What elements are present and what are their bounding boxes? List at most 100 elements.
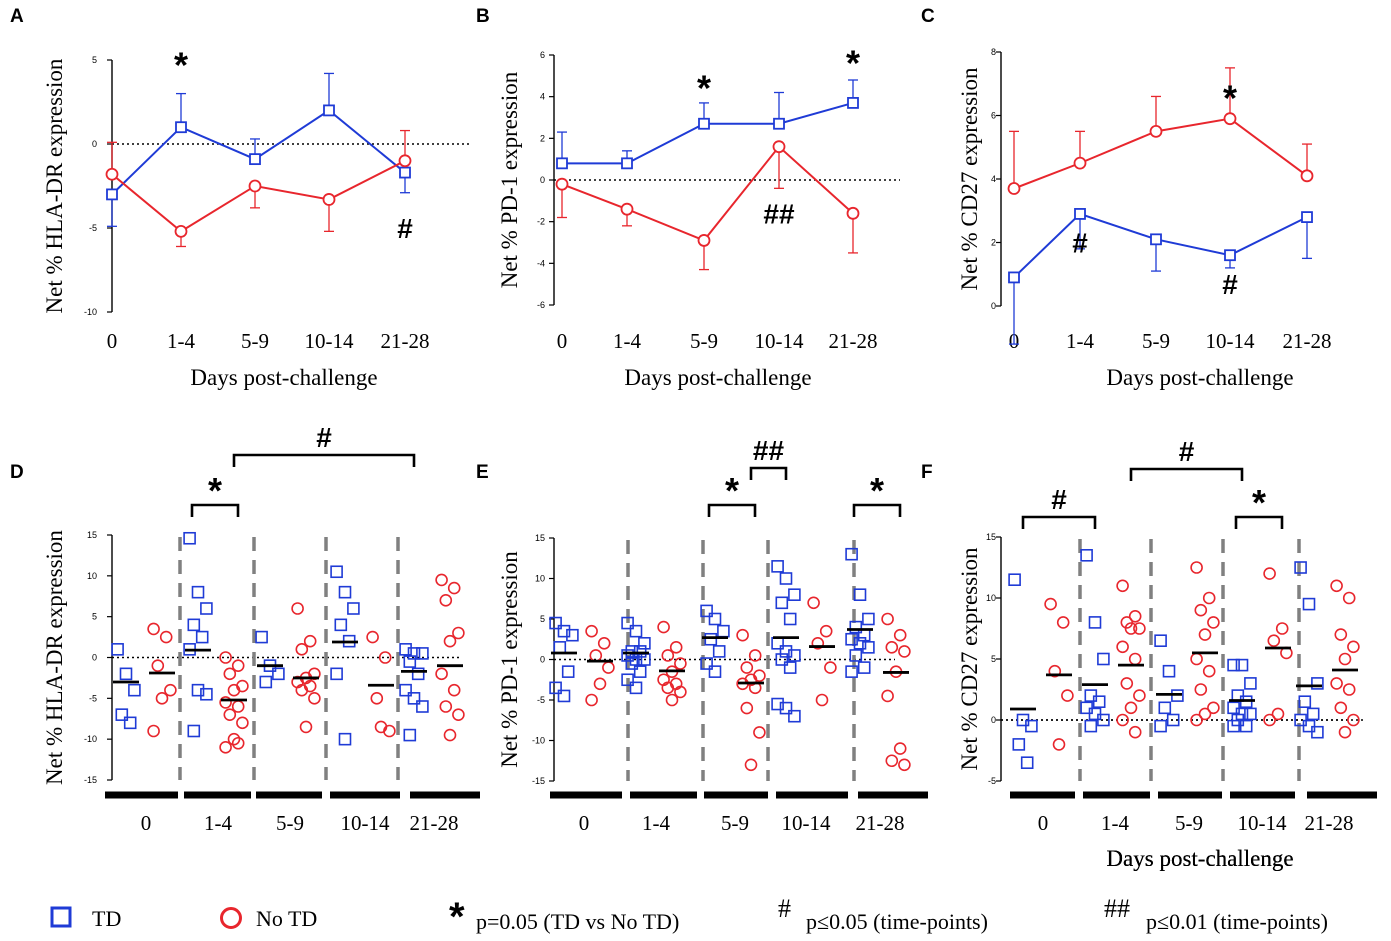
scatter-points — [111, 531, 465, 754]
x-tick-label: 1-4 — [613, 329, 641, 353]
notd-point — [291, 602, 304, 615]
significance-star: * — [174, 44, 188, 85]
x-axis-title: Days post-challenge — [1106, 846, 1293, 871]
y-tick-label: 2 — [540, 133, 545, 143]
td-point — [857, 661, 871, 674]
notd-point — [155, 692, 169, 705]
data-point — [248, 179, 262, 193]
td-point — [330, 565, 343, 579]
td-point — [771, 560, 784, 573]
notd-point — [824, 661, 837, 674]
data-point — [249, 153, 261, 166]
panel-d: D -15 -10 -5 0 5 10 15 Net % HLA-DR expression Da… — [10, 422, 1294, 871]
y-axis-title: Net % PD-1 expression — [497, 71, 522, 288]
td-point — [411, 667, 425, 681]
td-point — [566, 628, 579, 642]
notd-point — [1202, 591, 1216, 605]
y-tick-label: 0 — [991, 301, 996, 311]
notd-point — [1194, 683, 1208, 696]
td-point — [1154, 634, 1167, 648]
td-point — [338, 585, 352, 599]
td-point — [183, 531, 196, 545]
data-point — [555, 177, 569, 191]
x-tick-label: 21-28 — [1305, 811, 1354, 835]
y-tick-label: 15 — [535, 533, 545, 543]
data-point — [773, 117, 785, 130]
notd-point — [740, 701, 754, 715]
notd-point — [881, 612, 894, 626]
td-point — [272, 667, 285, 681]
notd-point — [299, 720, 313, 734]
notd-point — [602, 661, 615, 674]
td-point — [1025, 719, 1038, 733]
significance-hash: # — [1072, 228, 1088, 259]
y-tick-label: 6 — [991, 111, 996, 121]
notd-point — [236, 716, 249, 730]
td-point — [853, 588, 867, 602]
y-tick-label: -10 — [84, 307, 97, 317]
notd-point — [740, 661, 754, 674]
data-point — [846, 206, 860, 220]
panel-label: D — [10, 462, 24, 483]
x-tick-label: 10-14 — [305, 329, 354, 353]
td-point — [625, 645, 639, 658]
notd-point — [164, 683, 177, 697]
td-point — [700, 657, 713, 670]
notd-point — [657, 620, 670, 634]
y-tick-label: -5 — [988, 776, 996, 786]
notd-point — [1198, 707, 1212, 721]
td-point — [1244, 677, 1257, 690]
series-line — [562, 101, 854, 165]
td-point — [1227, 658, 1240, 672]
td-point — [191, 683, 205, 697]
y-tick-label: 8 — [991, 47, 996, 57]
td-point — [849, 620, 863, 634]
series-line — [1013, 212, 1308, 279]
bracket-line — [852, 503, 902, 517]
notd-point — [447, 683, 461, 697]
significance-bracket: * — [1234, 482, 1284, 529]
td-point — [853, 636, 867, 650]
notd-point — [366, 630, 379, 644]
y-tick-label: -5 — [537, 695, 545, 705]
notd-point — [811, 636, 825, 650]
data-point — [322, 193, 336, 206]
notd-point — [1128, 652, 1142, 666]
bracket-line — [232, 453, 416, 467]
notd-point — [593, 677, 607, 691]
legend-td-marker — [50, 906, 72, 928]
td-point — [629, 681, 643, 695]
td-point — [1084, 719, 1098, 733]
td-point — [128, 683, 141, 697]
x-tick-label: 1-4 — [204, 811, 232, 835]
td-point — [1227, 719, 1240, 733]
notd-point — [753, 726, 766, 739]
td-point — [862, 641, 875, 654]
bracket-line — [707, 503, 757, 517]
x-axis-title: Days post-challenge — [1106, 846, 1293, 871]
notd-point — [885, 641, 899, 654]
notd-point — [1334, 701, 1348, 715]
y-tick-label: 5 — [92, 612, 97, 622]
data-point — [698, 117, 710, 130]
notd-point — [1271, 707, 1285, 721]
td-point — [1092, 695, 1106, 709]
td-point — [1088, 616, 1102, 629]
td-point — [625, 657, 639, 670]
td-point — [191, 585, 205, 599]
td-point — [621, 649, 634, 662]
data-point — [1074, 208, 1086, 220]
td-point — [187, 724, 201, 738]
td-point — [712, 645, 726, 658]
td-point — [633, 645, 647, 658]
notd-point — [378, 651, 392, 664]
notd-point — [736, 628, 749, 642]
td-point — [621, 673, 634, 687]
notd-point — [1128, 725, 1142, 739]
td-point — [788, 649, 801, 662]
td-point — [259, 675, 273, 689]
td-point — [1158, 701, 1172, 715]
notd-point — [151, 659, 165, 672]
significance-star: * — [870, 470, 884, 511]
